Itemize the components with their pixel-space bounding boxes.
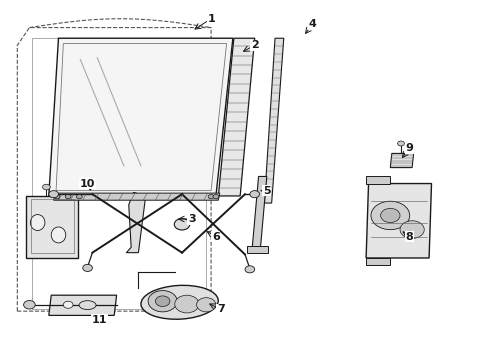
Circle shape (371, 201, 410, 230)
Polygon shape (366, 176, 391, 184)
Text: 5: 5 (263, 186, 270, 195)
Circle shape (400, 221, 424, 238)
Circle shape (83, 264, 93, 271)
Text: 1: 1 (207, 14, 215, 24)
Circle shape (381, 208, 400, 222)
Circle shape (250, 191, 260, 198)
Polygon shape (49, 38, 233, 196)
Text: 11: 11 (92, 315, 107, 325)
Circle shape (76, 194, 82, 199)
Circle shape (213, 194, 219, 199)
Polygon shape (219, 38, 255, 196)
Polygon shape (366, 258, 391, 265)
Polygon shape (265, 38, 284, 203)
Text: 2: 2 (251, 40, 259, 50)
Ellipse shape (51, 227, 66, 243)
Polygon shape (366, 184, 432, 258)
Circle shape (63, 301, 73, 308)
Text: 9: 9 (406, 143, 414, 153)
Polygon shape (49, 295, 117, 315)
Circle shape (65, 194, 71, 199)
Text: 4: 4 (309, 19, 317, 29)
Ellipse shape (141, 285, 218, 319)
Circle shape (43, 184, 50, 190)
Circle shape (54, 194, 60, 199)
Text: 6: 6 (212, 232, 220, 242)
Circle shape (245, 266, 255, 273)
Circle shape (196, 298, 216, 312)
Polygon shape (53, 193, 220, 200)
Text: 3: 3 (188, 214, 196, 224)
Ellipse shape (79, 301, 96, 310)
Circle shape (148, 291, 177, 312)
Text: 7: 7 (217, 304, 224, 314)
Circle shape (208, 194, 214, 199)
Circle shape (49, 191, 58, 198)
Circle shape (174, 219, 190, 230)
Circle shape (175, 295, 199, 313)
Circle shape (397, 141, 404, 146)
Circle shape (155, 296, 170, 306)
Polygon shape (247, 246, 268, 253)
Polygon shape (26, 196, 78, 258)
Ellipse shape (30, 215, 45, 230)
Text: 8: 8 (406, 232, 414, 242)
Polygon shape (126, 192, 146, 253)
Text: 10: 10 (80, 179, 95, 189)
Circle shape (24, 301, 35, 309)
Polygon shape (391, 153, 414, 168)
Polygon shape (252, 176, 267, 247)
